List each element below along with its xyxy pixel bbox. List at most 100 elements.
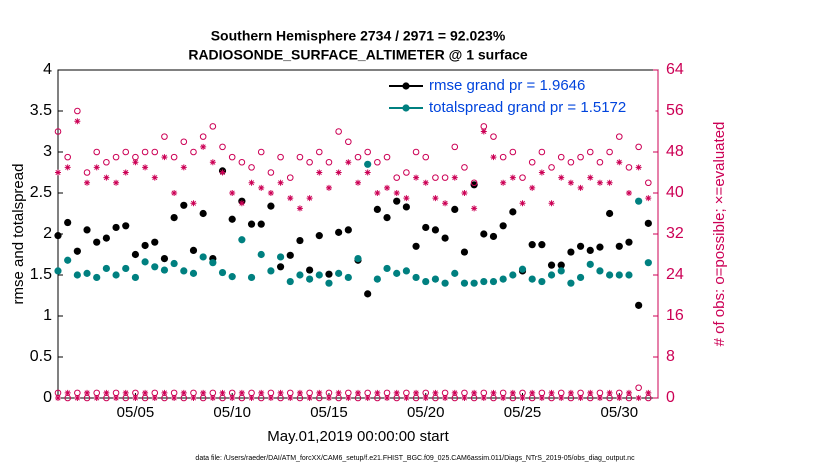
data-point [441, 234, 449, 242]
evaluated-marker [180, 164, 187, 171]
evaluated-marker [229, 190, 236, 196]
data-point [170, 214, 178, 222]
evaluated-marker [74, 395, 81, 401]
data-point [499, 275, 507, 283]
possible-marker [586, 148, 594, 156]
x-tick-label: 05/15 [310, 404, 348, 421]
chart-subtitle: RADIOSONDE_SURFACE_ALTIMETER @ 1 surface [188, 47, 528, 63]
y2-tick-label: 8 [666, 348, 675, 365]
possible-marker [257, 148, 265, 156]
evaluated-marker [471, 389, 478, 396]
data-point [373, 275, 381, 283]
possible-marker [267, 169, 275, 176]
legend-label: totalspread grand pr = 1.5172 [429, 99, 626, 116]
possible-marker [93, 148, 101, 156]
data-point [151, 238, 159, 246]
data-point [238, 236, 246, 244]
evaluated-marker [616, 395, 623, 401]
data-point [102, 264, 110, 273]
possible-marker [248, 164, 255, 171]
evaluated-marker [471, 205, 478, 212]
possible-marker [141, 148, 149, 156]
evaluated-marker [142, 164, 149, 171]
evaluated-marker [238, 200, 245, 207]
evaluated-marker [490, 389, 497, 396]
evaluated-marker [113, 179, 120, 186]
possible-marker [54, 128, 62, 135]
evaluated-marker [180, 389, 187, 396]
evaluated-marker [558, 174, 565, 181]
data-point [180, 267, 188, 275]
evaluated-marker [538, 169, 545, 176]
data-point [199, 209, 207, 218]
data-point [102, 234, 110, 242]
evaluated-marker [384, 395, 391, 401]
evaluated-marker [316, 169, 323, 176]
evaluated-marker [625, 389, 632, 396]
legend-label: rmse grand pr = 1.9646 [429, 77, 585, 94]
evaluated-marker [519, 395, 526, 401]
possible-marker [577, 153, 584, 161]
evaluated-marker [142, 389, 149, 396]
data-point [160, 255, 169, 263]
data-point [296, 236, 304, 245]
possible-marker [470, 179, 478, 187]
evaluated-marker [161, 389, 168, 396]
y2-tick-label: 48 [666, 143, 684, 160]
possible-marker [190, 148, 197, 156]
y-tick-label: 1.5 [30, 266, 52, 283]
x-tick-label: 05/10 [213, 404, 251, 421]
evaluated-marker [432, 389, 439, 396]
data-point [615, 271, 623, 279]
evaluated-marker [103, 389, 110, 396]
data-point [557, 267, 565, 275]
data-point [296, 271, 304, 279]
evaluated-marker [635, 395, 642, 401]
evaluated-marker [248, 395, 255, 401]
data-point [131, 250, 140, 259]
data-point [160, 266, 169, 274]
data-point [344, 226, 352, 234]
evaluated-marker [606, 179, 613, 186]
data-point [596, 243, 604, 251]
evaluated-marker [635, 164, 642, 171]
y2-tick-label: 40 [666, 184, 684, 201]
data-point [335, 228, 343, 236]
evaluated-marker [442, 395, 449, 401]
data-point [625, 271, 633, 279]
data-point [189, 269, 198, 277]
data-point [344, 273, 352, 282]
possible-marker [490, 133, 497, 140]
data-point [644, 259, 652, 267]
data-point [83, 226, 91, 234]
plot-area [57, 69, 659, 399]
data-point [567, 279, 575, 287]
data-point [586, 260, 594, 268]
evaluated-marker [64, 389, 71, 396]
evaluated-marker [355, 389, 361, 396]
evaluated-marker [355, 179, 361, 186]
evaluated-marker [500, 395, 507, 401]
y-tick-label: 0.5 [30, 348, 52, 365]
evaluated-marker [171, 190, 178, 196]
evaluated-marker [519, 200, 526, 207]
evaluated-marker [122, 169, 129, 176]
evaluated-marker [451, 174, 458, 181]
possible-marker [238, 158, 246, 166]
possible-marker [635, 143, 642, 151]
possible-marker [199, 133, 207, 140]
data-point [267, 202, 275, 210]
data-point [567, 248, 575, 256]
evaluated-marker [500, 179, 507, 186]
data-point [257, 220, 265, 228]
possible-marker [528, 158, 536, 166]
possible-marker [219, 143, 226, 151]
data-point [151, 263, 159, 271]
data-point [325, 279, 333, 287]
possible-marker [354, 153, 362, 161]
evaluated-marker [229, 395, 236, 401]
data-point [393, 269, 401, 277]
possible-marker [519, 174, 526, 181]
possible-marker [451, 143, 459, 151]
